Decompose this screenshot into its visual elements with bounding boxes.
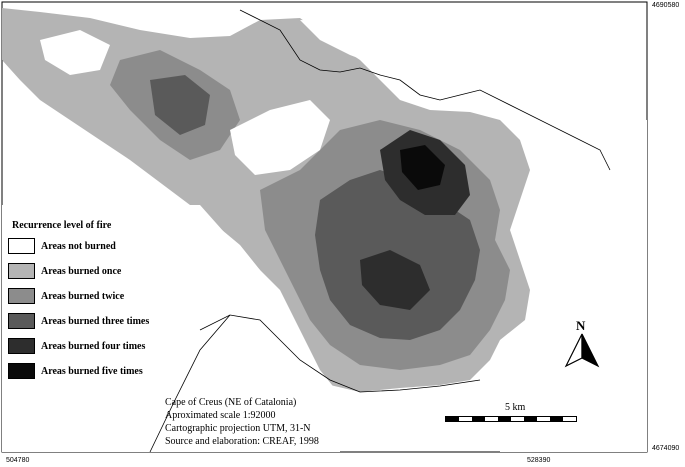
legend-label: Areas burned once [41,265,122,277]
coastline-south [199,314,481,393]
burned-three-region-west [150,75,210,135]
legend-swatch [8,263,35,279]
legend-label: Areas burned twice [41,290,125,302]
legend-item: Areas burned four times [8,337,168,355]
sea-lower-left [2,205,340,452]
legend-swatch [8,363,35,379]
burned-four-region-south [360,250,430,310]
coastline-north [239,9,611,171]
credits-line: Source and elaboration: CREAF, 1998 [165,436,319,447]
legend-item: Areas burned once [8,262,168,280]
credits-line: Cape of Creus (NE of Catalonia) [165,397,297,408]
scale-bar: 5 km [445,402,577,426]
coordinate-label-bottom-right: 4674090 [652,445,680,452]
legend-label: Areas burned five times [41,365,143,377]
legend-label: Areas burned three times [41,315,150,327]
coordinate-label-bottom-mid: 528390 [527,457,551,464]
north-label: N [576,318,586,333]
legend-item: Areas burned three times [8,312,168,330]
credits-line: Aproximated scale 1:92000 [165,410,276,421]
credits-line: Cartographic projection UTM, 31-N [165,423,311,434]
burned-five-region [400,145,445,190]
legend-swatch [8,288,35,304]
legend-item: Areas burned twice [8,287,168,305]
coastline-bay [149,314,231,453]
scale-strip [445,416,577,422]
legend-label: Areas not burned [41,240,116,252]
map-credits: Cape of Creus (NE of Catalonia) Aproxima… [165,396,319,448]
legend: Recurrence level of fire Areas not burne… [8,220,168,387]
north-arrow-icon: N [564,318,600,368]
unburned-patch [230,100,330,175]
legend-title: Recurrence level of fire [12,220,112,231]
legend-swatch [8,313,35,329]
unburned-patch-west [40,30,110,75]
coordinate-label-bottom-left: 504780 [6,457,30,464]
legend-swatch [8,238,35,254]
legend-label: Areas burned four times [41,340,146,352]
legend-item: Areas burned five times [8,362,168,380]
legend-swatch [8,338,35,354]
scale-label: 5 km [505,402,526,413]
coordinate-label-top-right: 4690580 [652,2,680,9]
legend-item: Areas not burned [8,237,168,255]
sea-right [500,120,647,452]
unburned-patch-north [300,20,500,100]
